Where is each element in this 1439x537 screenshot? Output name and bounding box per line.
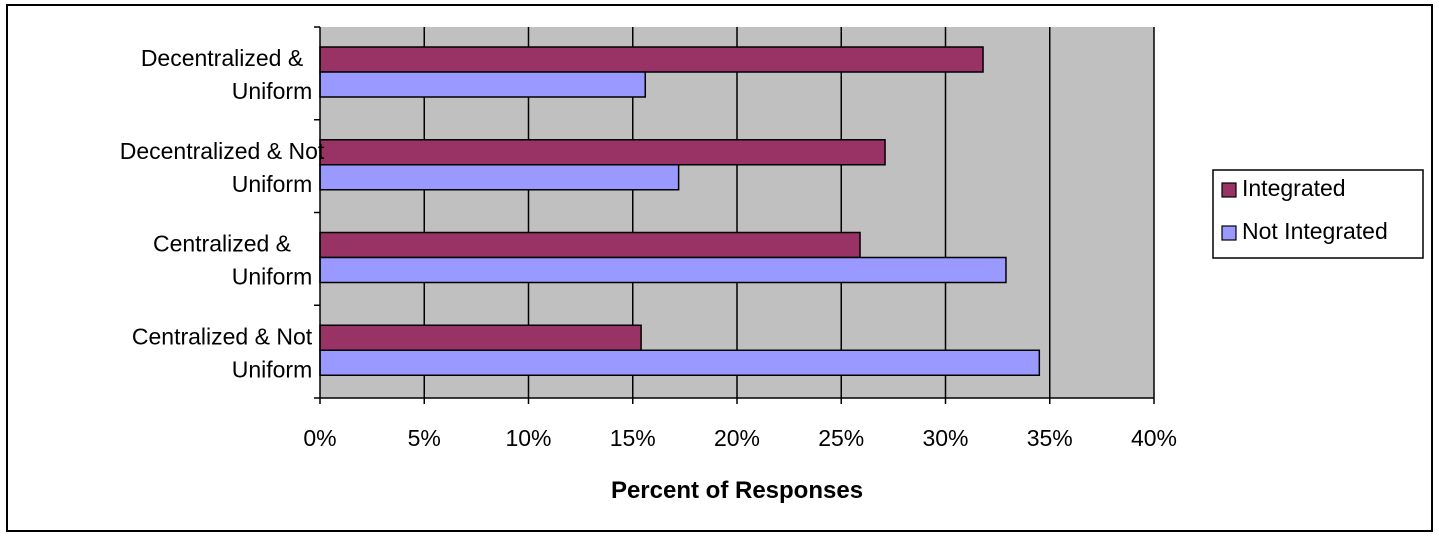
- category-label: Decentralized &: [141, 45, 303, 71]
- bar-not-integrated: [319, 349, 1041, 376]
- bar-integrated: [319, 231, 861, 259]
- x-tick-label: 25%: [818, 425, 864, 451]
- bar-integrated: [319, 324, 642, 351]
- x-tick-label: 0%: [303, 425, 336, 451]
- legend-label: Not Integrated: [1242, 218, 1388, 244]
- x-tick-label: 20%: [714, 425, 760, 451]
- category-label: Uniform: [232, 264, 313, 290]
- x-tick-label: 35%: [1027, 425, 1073, 451]
- bar-integrated: [319, 139, 886, 166]
- legend-swatch: [1221, 182, 1237, 198]
- x-tick-label: 10%: [505, 425, 551, 451]
- x-tick-label: 5%: [408, 425, 441, 451]
- category-label: Centralized & Not: [132, 323, 313, 349]
- category-label: Decentralized & Not: [120, 138, 325, 164]
- legend-swatch: [1221, 225, 1237, 241]
- category-label: Uniform: [232, 356, 313, 382]
- bar-integrated: [319, 46, 984, 73]
- bar-not-integrated: [319, 256, 1007, 284]
- category-label: Centralized &: [153, 231, 291, 257]
- legend-box: [1212, 169, 1424, 259]
- x-tick-label: 30%: [922, 425, 968, 451]
- category-label: Uniform: [232, 171, 313, 197]
- bar-not-integrated: [319, 164, 680, 191]
- legend-label: Integrated: [1242, 175, 1346, 201]
- x-axis-title: Percent of Responses: [611, 477, 863, 504]
- bar-not-integrated: [319, 71, 647, 98]
- x-tick-label: 40%: [1131, 425, 1177, 451]
- category-label: Uniform: [232, 78, 313, 104]
- x-tick-label: 15%: [610, 425, 656, 451]
